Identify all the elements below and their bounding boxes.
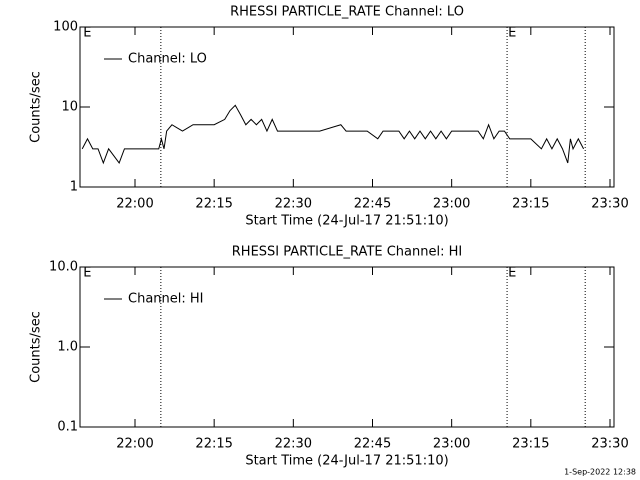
x-tick-label: 23:30	[591, 437, 628, 452]
event-label: E	[83, 266, 91, 281]
x-tick-label: 22:00	[116, 437, 153, 452]
y-tick-label: 100	[53, 20, 78, 35]
event-label: E	[508, 26, 516, 41]
y-tick-label: 0.1	[57, 420, 78, 435]
y-axis-label: Counts/sec	[29, 71, 44, 143]
x-axis-label: Start Time (24-Jul-17 21:51:10)	[245, 214, 448, 229]
event-label: E	[508, 266, 516, 281]
x-tick-label: 22:00	[116, 197, 153, 212]
x-tick-label: 22:15	[195, 437, 232, 452]
y-tick-label: 10	[61, 100, 78, 115]
x-tick-label: 23:15	[512, 197, 549, 212]
x-tick-label: 22:30	[275, 437, 312, 452]
legend-label: Channel: HI	[128, 292, 204, 307]
x-tick-label: 22:30	[275, 197, 312, 212]
y-axis-label: Counts/sec	[29, 311, 44, 383]
y-tick-label: 1	[70, 180, 78, 195]
x-tick-label: 23:15	[512, 437, 549, 452]
data-line	[81, 104, 585, 165]
event-label: E	[83, 26, 91, 41]
y-tick-label: 10.0	[49, 260, 78, 275]
x-tick-label: 23:30	[591, 197, 628, 212]
chart-title: RHESSI PARTICLE_RATE Channel: HI	[232, 245, 462, 260]
x-tick-label: 23:00	[433, 437, 470, 452]
x-tick-label: 23:00	[433, 197, 470, 212]
footer: 1-Sep-2022 12:38	[564, 468, 636, 477]
x-tick-label: 22:15	[195, 197, 232, 212]
y-tick-label: 1.0	[57, 340, 78, 355]
x-tick-label: 22:45	[354, 437, 391, 452]
x-tick-label: 22:45	[354, 197, 391, 212]
x-axis-label: Start Time (24-Jul-17 21:51:10)	[245, 454, 448, 469]
legend-label: Channel: LO	[128, 52, 207, 67]
chart-title: RHESSI PARTICLE_RATE Channel: LO	[230, 5, 464, 20]
